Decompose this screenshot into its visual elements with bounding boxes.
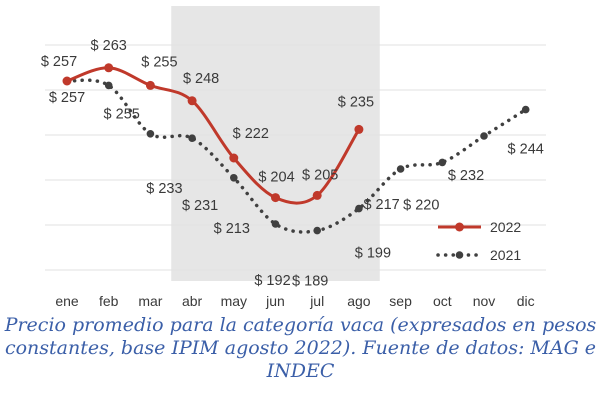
point-2021-may — [230, 174, 238, 182]
point-2021-sep — [396, 165, 405, 173]
data-label-2021-feb: $ 255 — [104, 106, 140, 122]
x-tick-jul: jul — [309, 293, 324, 309]
data-label-2022-ene: $ 257 — [41, 54, 77, 70]
highlight-band — [171, 6, 380, 281]
x-tick-abr: abr — [182, 293, 203, 309]
point-2022-feb — [104, 63, 114, 73]
data-label-2021-jul: $ 189 — [292, 274, 328, 290]
data-label-2022-ago: $ 235 — [338, 94, 374, 110]
data-label-2021-oct: $ 220 — [403, 197, 439, 213]
x-tick-ago: ago — [347, 293, 371, 309]
figure-caption: Precio promedio para la categoría vaca (… — [4, 314, 597, 382]
point-2022-ago — [354, 124, 364, 134]
point-2022-mar — [145, 80, 155, 90]
data-label-2021-ago: $ 199 — [355, 246, 391, 262]
chart: $ 257 $ 255 $ 233 $ 231 $ 213 $ 192 $ 189 $ 199… — [41, 6, 546, 309]
x-tick-nov: nov — [473, 293, 496, 309]
legend-label-2021: 2021 — [490, 247, 521, 263]
x-tick-sep: sep — [389, 293, 412, 309]
legend-swatch-dot-2022 — [455, 222, 464, 232]
x-tick-ene: ene — [55, 293, 79, 309]
data-label-2021-dic: $ 244 — [508, 142, 544, 158]
x-tick-feb: feb — [99, 293, 119, 309]
point-2021-jul — [313, 226, 322, 235]
x-tick-oct: oct — [433, 293, 452, 309]
data-label-2021-mar: $ 233 — [146, 181, 182, 197]
point-2021-jun — [271, 220, 280, 228]
data-label-2021-nov: $ 232 — [448, 168, 484, 184]
data-label-2022-jun: $ 204 — [258, 170, 294, 186]
point-2022-may — [229, 153, 239, 163]
data-label-2021-abr: $ 231 — [182, 198, 218, 214]
data-label-2022-mar: $ 255 — [141, 54, 177, 70]
data-label-2022-abr: $ 248 — [183, 71, 219, 87]
point-2021-ago — [355, 204, 363, 213]
point-2021-oct — [438, 158, 447, 167]
x-tick-may: may — [221, 293, 247, 309]
point-2021-abr — [188, 134, 196, 142]
data-label-2022-jul: $ 205 — [302, 167, 338, 183]
data-label-2021-ene: $ 257 — [49, 90, 85, 106]
legend-swatch-dot-2021 — [455, 251, 464, 259]
x-tick-mar: mar — [138, 293, 162, 309]
x-tick-jun: jun — [265, 293, 285, 309]
data-label-2022-feb: $ 263 — [91, 38, 127, 54]
point-2022-abr — [187, 96, 197, 106]
point-2021-nov — [480, 132, 488, 140]
data-label-2021-sep: $ 217 — [363, 197, 399, 213]
point-2022-jun — [271, 193, 280, 203]
point-2022-ene — [62, 76, 72, 86]
legend-label-2022: 2022 — [490, 219, 521, 235]
point-2022-jul — [312, 190, 322, 200]
point-2021-dic — [521, 105, 530, 114]
point-2021-feb — [104, 81, 113, 90]
line-chart-svg: $ 257 $ 255 $ 233$ 231 $ 213 $ 192 $ 189 $ 199… — [41, 6, 546, 309]
data-label-2021-may: $ 213 — [214, 221, 250, 237]
data-label-2022-may: $ 222 — [233, 126, 269, 142]
point-2021-mar — [146, 130, 155, 138]
data-label-2021-jun: $ 192 — [254, 273, 290, 289]
x-tick-dic: dic — [517, 293, 535, 309]
